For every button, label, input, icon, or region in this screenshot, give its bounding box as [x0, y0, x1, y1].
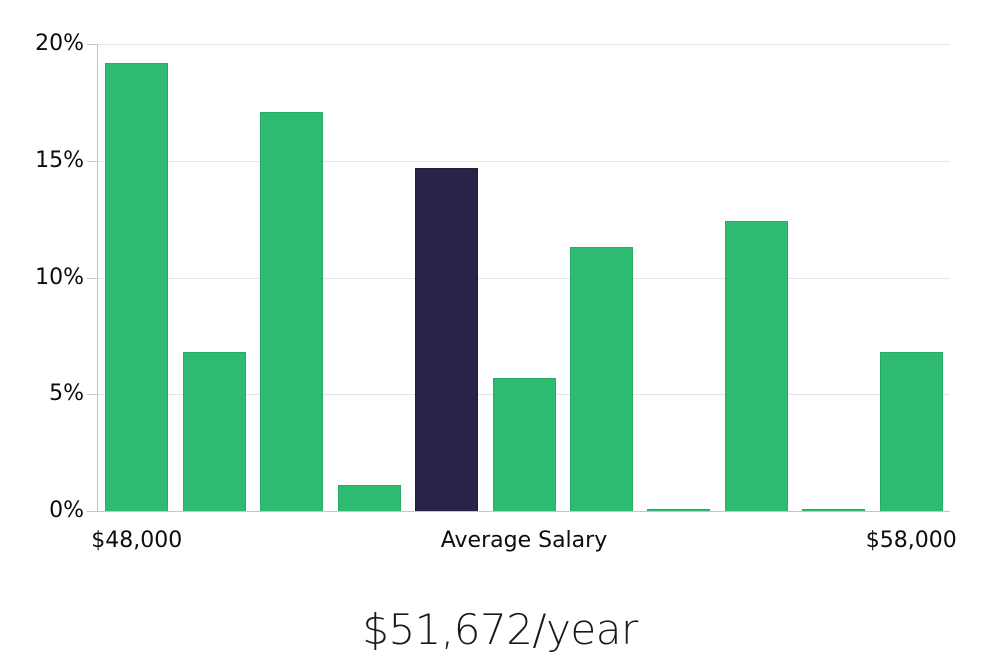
salary-bar[interactable] [802, 508, 866, 511]
plot-area [87, 44, 950, 512]
gridline-20% [98, 44, 950, 45]
y-tick-15% [87, 160, 97, 162]
chart-title: $51,672/year [362, 605, 638, 654]
x-axis-label: $48,000 [91, 528, 183, 553]
y-axis-label: 5% [49, 381, 84, 407]
salary-bar[interactable] [569, 247, 633, 511]
y-tick-10% [87, 277, 97, 279]
salary-bar[interactable] [724, 221, 788, 511]
salary-bar[interactable] [337, 485, 401, 511]
average-salary-bar[interactable] [415, 167, 479, 511]
y-axis-line [97, 44, 98, 511]
x-axis-label: $58,000 [865, 528, 957, 553]
x-axis-line [91, 511, 950, 512]
salary-bar[interactable] [182, 352, 246, 511]
gridline-15% [98, 160, 950, 162]
salary-bar[interactable] [105, 62, 169, 511]
gridline-10% [98, 277, 950, 279]
y-axis-label: 20% [35, 31, 84, 56]
salary-bar[interactable] [647, 508, 711, 511]
salary-bar[interactable] [492, 377, 556, 511]
y-tick-0% [87, 511, 97, 512]
x-axis-label: Average Salary [440, 528, 608, 553]
salary-bar[interactable] [879, 352, 943, 511]
y-axis-label: 10% [35, 264, 84, 290]
y-axis-label: 15% [35, 147, 84, 173]
y-tick-5% [87, 394, 97, 396]
salary-bar[interactable] [260, 111, 324, 511]
y-axis-label: 0% [49, 498, 84, 523]
y-tick-20% [87, 44, 97, 45]
